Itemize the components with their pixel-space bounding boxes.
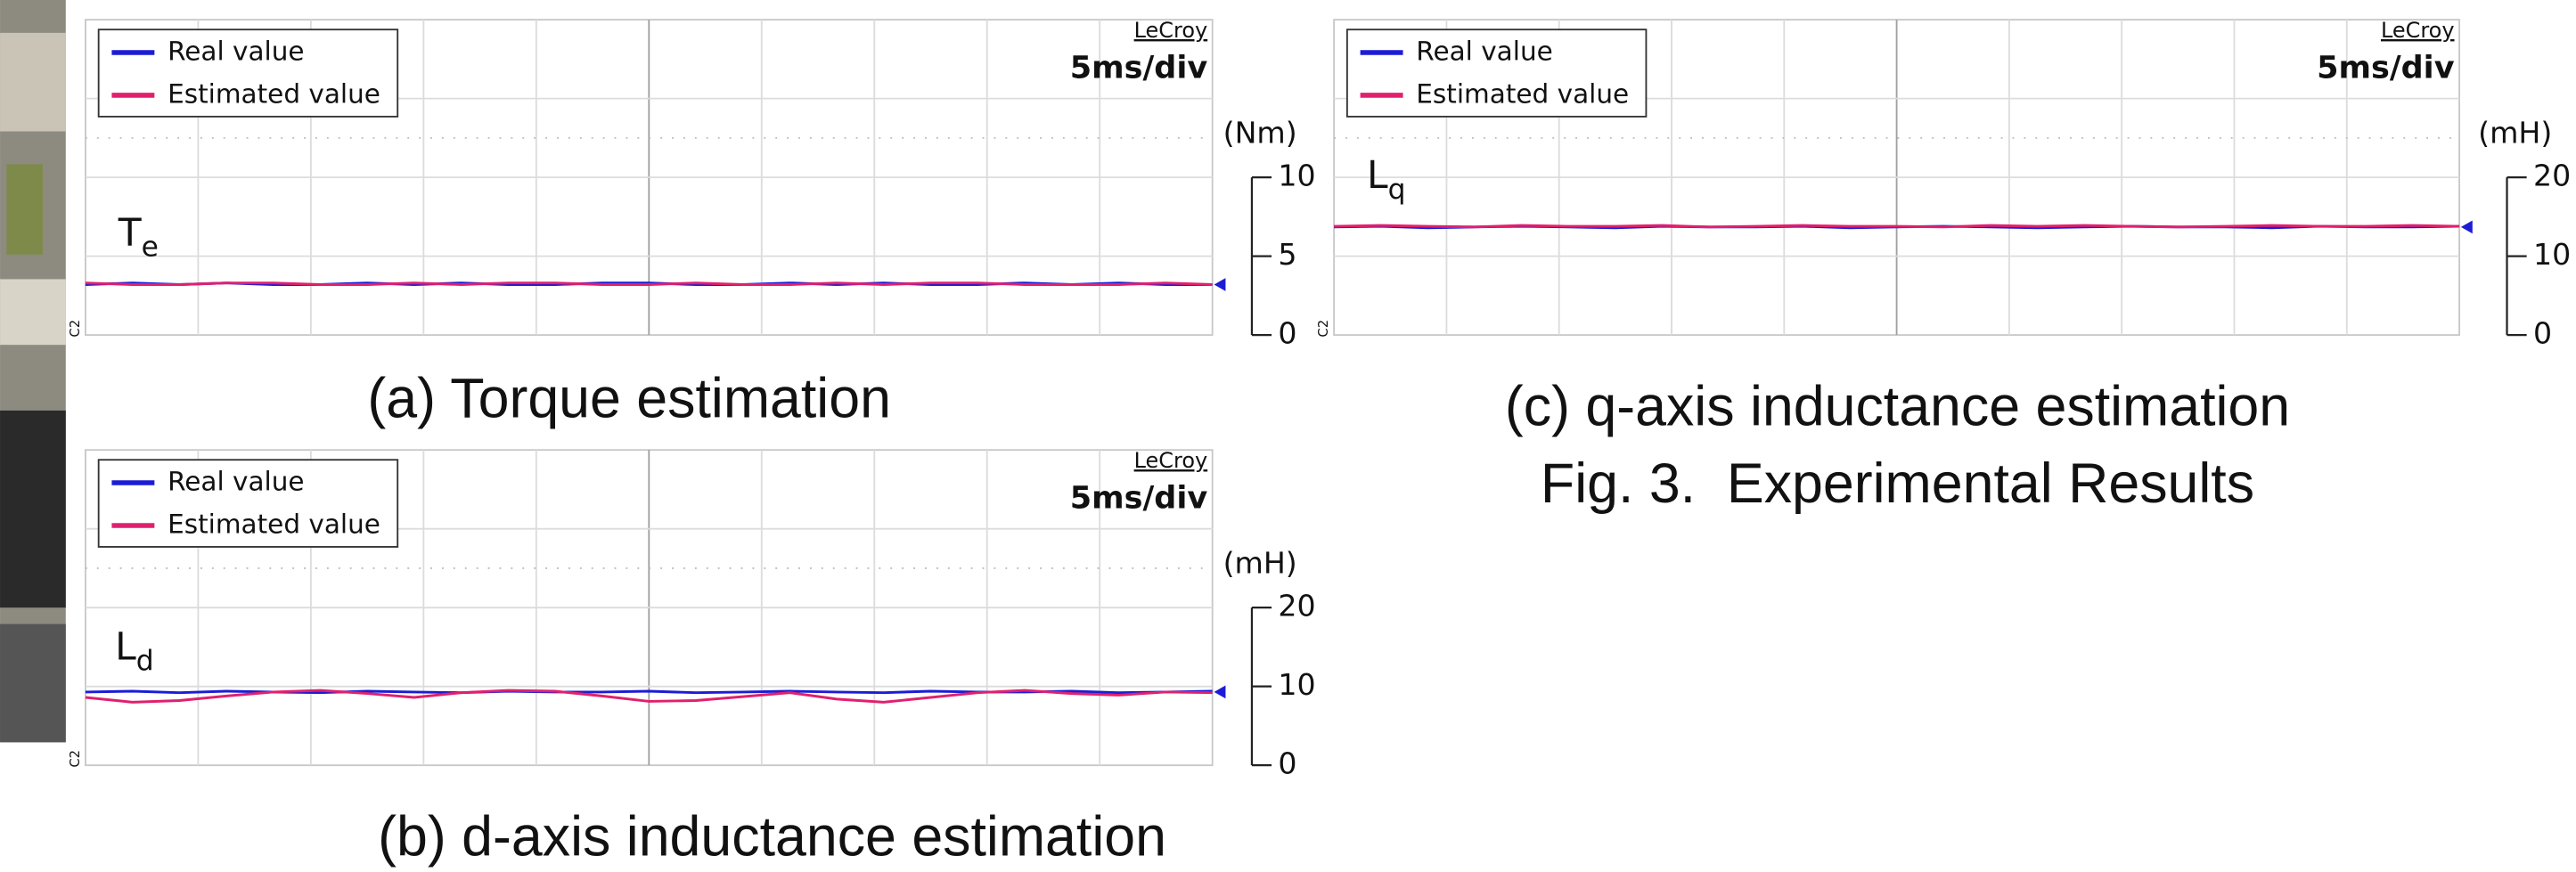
y-unit: (mH) [1223, 546, 1297, 581]
legend-box [1345, 29, 1648, 118]
level-marker [1214, 278, 1226, 291]
brand: LeCroy [1134, 448, 1208, 473]
signal-label: Ld [115, 624, 154, 677]
legend-label: Real value [168, 36, 304, 66]
caption: (c) q-axis inductance estimation [1505, 375, 2290, 437]
legend-label: Estimated value [168, 509, 380, 539]
photo-strip [0, 0, 66, 743]
level-marker [2460, 220, 2473, 234]
y-tick-label: 5 [1278, 237, 1296, 272]
y-tick-label: 20 [1278, 589, 1315, 623]
signal-label-main: L [1367, 153, 1388, 197]
legend-label: Real value [1416, 36, 1552, 66]
brand: LeCroy [1134, 18, 1208, 43]
legend-label: Estimated value [1416, 78, 1629, 109]
signal-label-sub: q [1388, 174, 1406, 206]
series-line [1334, 224, 2460, 229]
figure-caption: Fig. 3. Experimental Results [1541, 452, 2254, 515]
y-tick-label: 10 [1278, 159, 1315, 193]
legend-label: Estimated value [168, 78, 380, 109]
series-line [85, 281, 1213, 286]
y-tick-label: 0 [2533, 316, 2552, 351]
signal-label: Te [118, 210, 159, 263]
level-marker [1214, 685, 1226, 699]
y-tick-label: 20 [2533, 159, 2571, 193]
y-unit: (Nm) [1223, 116, 1297, 151]
series-line [85, 689, 1213, 704]
channel: C2 [68, 320, 83, 338]
signal-label-main: T [118, 210, 143, 254]
y-unit: (mH) [2478, 116, 2552, 151]
signal-label-main: L [115, 624, 136, 668]
y-tick-label: 10 [2533, 237, 2571, 272]
brand: LeCroy [2381, 18, 2455, 43]
channel: C2 [68, 750, 83, 768]
y-tick-label: 10 [1278, 667, 1315, 702]
legend-box [97, 459, 399, 548]
series-line [85, 281, 1213, 286]
timebase: 5ms/div [1070, 49, 1208, 86]
timebase: 5ms/div [2317, 49, 2455, 86]
legend-label: Real value [168, 467, 304, 497]
signal-label: Lq [1367, 153, 1406, 206]
signal-label-sub: d [136, 645, 154, 677]
caption: (b) d-axis inductance estimation [378, 806, 1166, 868]
timebase: 5ms/div [1070, 479, 1208, 516]
caption: (a) Torque estimation [367, 367, 891, 429]
signal-label-sub: e [142, 231, 159, 263]
legend-box [97, 29, 399, 118]
y-tick-label: 0 [1278, 316, 1296, 351]
y-tick-label: 0 [1278, 746, 1296, 781]
channel: C2 [1316, 320, 1331, 338]
